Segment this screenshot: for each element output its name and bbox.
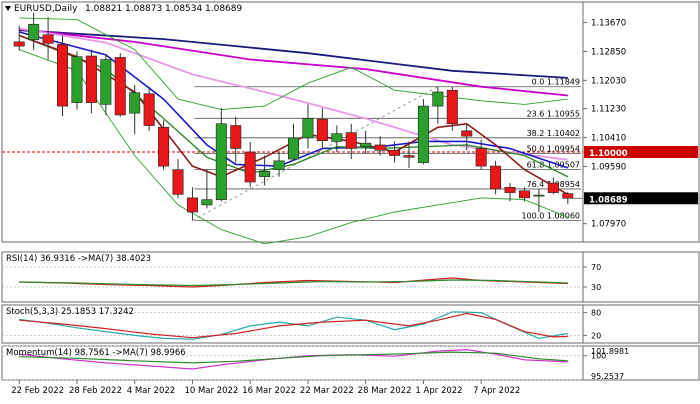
date-tick-label: 4 Mar 2022 xyxy=(127,386,175,396)
fib-level-label: 38.2 1.10402 xyxy=(527,129,580,138)
fib-anchor-line xyxy=(192,86,439,221)
candle-body xyxy=(504,186,516,193)
price-tick-label: 1.13670 xyxy=(591,18,626,28)
indicator-tick-label: 95.2537 xyxy=(591,372,624,381)
horizontal-level-label: 1.10000 xyxy=(589,149,628,159)
candle-body xyxy=(186,197,198,213)
candle-body xyxy=(71,56,83,103)
candle-body xyxy=(432,91,444,107)
indicator-tick-label: 101.8981 xyxy=(591,347,629,356)
date-tick-label: 1 Apr 2022 xyxy=(415,386,462,396)
indicator-tick-label: 70 xyxy=(591,263,601,272)
chart-title: EURUSD,Daily xyxy=(14,4,78,14)
ohlc-value: 1.08821 xyxy=(85,4,122,14)
candle-body xyxy=(562,193,574,199)
candle-body xyxy=(13,41,25,47)
candle-body xyxy=(345,132,357,149)
date-tick-label: 10 Mar 2022 xyxy=(184,386,238,396)
indicator-line xyxy=(19,351,568,364)
price-tick-label: 1.11230 xyxy=(591,105,626,115)
ohlc-value: 1.08689 xyxy=(205,4,242,14)
fib-level-label: 100.0 1.08060 xyxy=(521,211,580,220)
date-tick-label: 7 Apr 2022 xyxy=(473,386,520,396)
candle-body xyxy=(446,89,458,125)
candle-body xyxy=(374,144,386,151)
candle-body xyxy=(158,126,170,167)
candle-body xyxy=(28,23,40,41)
moving-average-line xyxy=(19,29,568,79)
price-tick-label: 1.07970 xyxy=(591,220,626,230)
candle-body xyxy=(461,130,473,137)
indicator-title: Stoch(5,3,3) 25.1853 17.3242 xyxy=(6,307,134,317)
candle-body xyxy=(85,55,97,103)
candle-body xyxy=(129,92,141,114)
candle-body xyxy=(42,34,54,44)
pane-frame-2 xyxy=(1,304,700,344)
candle-body xyxy=(417,105,429,163)
candle-body xyxy=(288,137,299,160)
candle-body xyxy=(215,123,227,200)
fib-level-label: 0.0 1.11849 xyxy=(532,78,580,87)
date-tick-label: 28 Feb 2022 xyxy=(69,386,122,396)
candle-body xyxy=(259,171,271,178)
date-tick-label: 28 Mar 2022 xyxy=(358,386,412,396)
candle-body xyxy=(100,59,112,105)
candle-body xyxy=(114,57,126,116)
fib-level-label: 61.8 1.09507 xyxy=(527,160,580,169)
indicator-line xyxy=(19,311,568,340)
current-price-box xyxy=(584,192,698,205)
candle-body xyxy=(57,44,69,107)
candle-body xyxy=(403,155,415,158)
current-price-label: 1.08689 xyxy=(589,195,628,205)
indicator-title: RSI(14) 36.9316 ->MA(7) 38.4023 xyxy=(6,254,151,264)
candle-body xyxy=(302,118,314,139)
candle-body xyxy=(490,165,502,190)
candle-body xyxy=(547,182,559,193)
horizontal-level-box xyxy=(584,146,698,158)
indicator-tick-label: 20 xyxy=(591,331,601,340)
price-tick-label: 1.09590 xyxy=(591,162,626,172)
moving-average-line xyxy=(19,49,568,245)
indicator-title: Momentum(14) 98.7561 ->MA(7) 98.9966 xyxy=(6,348,186,358)
candle-body xyxy=(244,151,256,183)
ohlc-value: 1.08873 xyxy=(125,4,162,14)
indicator-tick-label: 100 xyxy=(591,352,606,361)
candle-body xyxy=(533,194,545,197)
candle-body xyxy=(273,160,285,170)
pane-frame-0 xyxy=(1,1,700,243)
moving-average-line xyxy=(19,17,568,111)
price-tick-label: 1.10410 xyxy=(591,134,626,144)
candle-body xyxy=(389,149,401,156)
candle-body xyxy=(172,169,184,195)
date-tick-label: 22 Mar 2022 xyxy=(300,386,354,396)
candle-body xyxy=(518,190,530,199)
fib-level-label: 50.0 1.09954 xyxy=(527,145,580,154)
ohlc-value: 1.08534 xyxy=(165,4,202,14)
candle-body xyxy=(331,133,343,142)
candle-body xyxy=(316,118,328,142)
candle-body xyxy=(201,199,213,206)
price-tick-label: 1.12850 xyxy=(591,47,626,57)
candle-body xyxy=(230,125,242,149)
indicator-tick-label: 80 xyxy=(591,309,601,318)
indicator-line xyxy=(19,279,568,287)
candle-body xyxy=(360,142,372,148)
candle-body xyxy=(475,148,487,167)
moving-average-line xyxy=(18,31,569,169)
fib-level-label: 23.6 1.10955 xyxy=(527,109,580,118)
indicator-line xyxy=(19,312,568,339)
date-tick-label: 16 Mar 2022 xyxy=(242,386,296,396)
indicator-tick-label: 30 xyxy=(591,283,601,292)
pane-frame-1 xyxy=(1,251,700,303)
collapse-arrow-icon xyxy=(5,6,11,11)
price-tick-label: 1.12030 xyxy=(591,76,626,86)
date-tick-label: 22 Feb 2022 xyxy=(11,386,64,396)
candle-body xyxy=(143,93,155,126)
